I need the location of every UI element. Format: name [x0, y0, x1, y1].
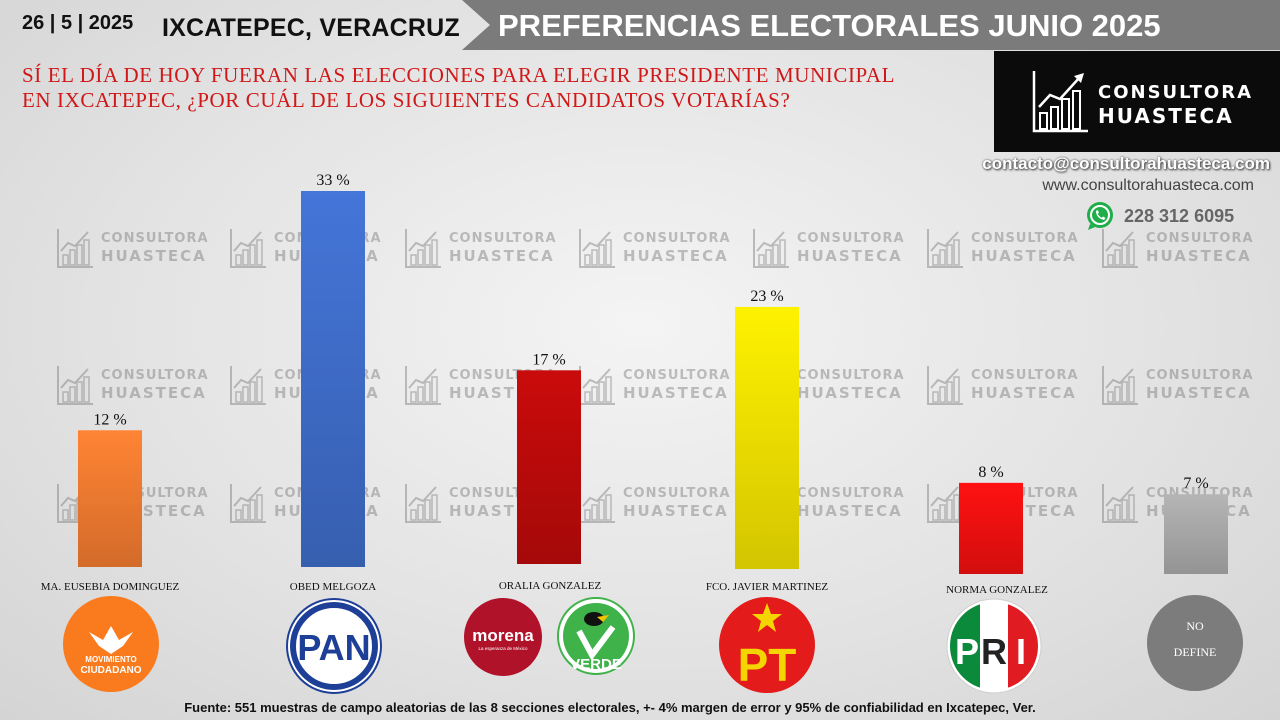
pri-letter-r: R [981, 631, 1007, 672]
whatsapp-icon [1087, 202, 1113, 230]
contact-website[interactable]: www.consultorahuasteca.com [1042, 177, 1254, 194]
bar-0 [78, 430, 142, 567]
source-footnote: Fuente: 551 muestras de campo aleatorias… [184, 700, 1036, 715]
pt-logo: PT [719, 597, 815, 693]
pri-letter-p: P [955, 631, 979, 672]
bar-1 [301, 191, 365, 567]
bar-4 [959, 482, 1023, 574]
survey-date: 26 | 5 | 2025 [22, 12, 134, 34]
candidate-name-oralia-gonzalez: ORALIA GONZALEZ [498, 580, 602, 592]
morena-subtext: La esperanza de México [478, 646, 528, 651]
brand-name-line-1: CONSULTORA [1098, 82, 1254, 103]
candidate-name-martinez: FCO. JAVIER MARTINEZ [705, 581, 829, 593]
bar-value-label-3: 23 % [750, 288, 783, 305]
mc-text-1: MOVIMIENTO [85, 655, 136, 664]
movimiento-ciudadano-logo: MOVIMIENTO CIUDADANO [63, 596, 159, 692]
bar-value-label-2: 17 % [532, 351, 565, 368]
bar-value-label-5: 7 % [1183, 475, 1208, 492]
contact-email[interactable]: contacto@consultorahuasteca.com [982, 154, 1270, 173]
bar-value-label-1: 33 % [316, 172, 349, 189]
bar-3 [735, 306, 799, 569]
verde-text: VERDE [570, 656, 622, 673]
morena-text: morena [472, 626, 534, 645]
bar-5 [1164, 494, 1228, 574]
survey-question: SÍ EL DÍA DE HOY FUERAN LAS ELECCIONES P… [22, 63, 982, 113]
page-title: PREFERENCIAS ELECTORALES JUNIO 2025 [498, 8, 1161, 43]
brand-logo: CONSULTORA HUASTECA [994, 51, 1280, 152]
brand-name-line-2: HUASTECA [1098, 104, 1234, 128]
contact-phone[interactable]: 228 312 6095 [1124, 206, 1235, 226]
candidate-name-melgoza: OBED MELGOZA [289, 581, 377, 593]
mc-text-2: CIUDADANO [80, 665, 141, 676]
verde-logo: VERDE [557, 597, 635, 675]
no-define-line-1: NO [1186, 619, 1204, 633]
bar-2 [517, 370, 581, 564]
pt-text: PT [738, 639, 797, 691]
title-banner: PREFERENCIAS ELECTORALES JUNIO 2025 [462, 0, 1280, 50]
no-define-badge: NO DEFINE [1147, 595, 1243, 691]
pan-text: PAN [297, 627, 370, 668]
pan-logo: PAN [286, 598, 382, 694]
rising-chart-icon [1032, 71, 1088, 133]
pri-logo: P R I [946, 598, 1042, 694]
bar-value-label-4: 8 % [978, 464, 1003, 481]
question-line-1: SÍ EL DÍA DE HOY FUERAN LAS ELECCIONES P… [22, 63, 896, 87]
no-define-line-2: DEFINE [1173, 645, 1217, 659]
location-title: IXCATEPEC, VERACRUZ [162, 14, 460, 42]
question-line-2: EN IXCATEPEC, ¿POR CUÁL DE LOS SIGUIENTE… [22, 88, 791, 112]
candidate-name-dominguez: MA. EUSEBIA DOMINGUEZ [40, 581, 180, 593]
candidate-name-norma-gonzalez: NORMA GONZALEZ [946, 584, 1048, 596]
morena-logo: morena La esperanza de México [464, 598, 542, 676]
bar-value-label-0: 12 % [93, 411, 126, 428]
pri-letter-i: I [1016, 631, 1026, 672]
